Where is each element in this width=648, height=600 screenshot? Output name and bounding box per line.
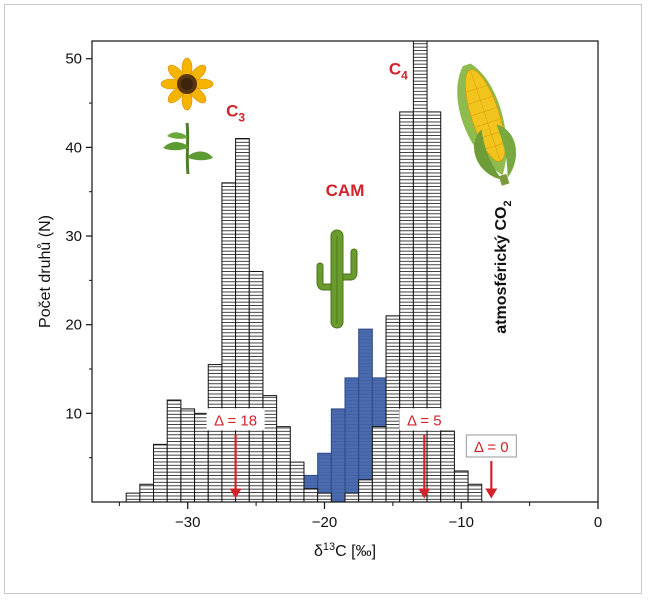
delta-label-box — [206, 408, 265, 431]
x-axis-label: δ13C [‰] — [314, 541, 376, 560]
histogram-bars — [125, 40, 483, 503]
x-tick-label: −10 — [449, 514, 474, 531]
bar-c3 — [125, 492, 141, 503]
bar-c3 — [235, 138, 250, 503]
bar-c3 — [276, 426, 291, 503]
bar-c3 — [221, 182, 237, 503]
bar-c4 — [453, 470, 469, 503]
delta-label: Δ = 5 — [407, 412, 442, 429]
x-tick-label: −20 — [312, 514, 337, 531]
y-tick-label: 10 — [65, 405, 82, 422]
bar-cam — [330, 408, 346, 503]
axes: −30 −20 −10 0 10 20 30 40 50 — [65, 40, 602, 531]
bar-c4 — [371, 426, 387, 503]
bar-c3 — [248, 271, 264, 503]
bar-c4 — [385, 315, 401, 503]
figure-frame — [4, 4, 642, 594]
bar-c3 — [262, 395, 278, 503]
cactus-icon — [316, 229, 358, 329]
y-tick-label: 20 — [65, 317, 82, 334]
bar-c3 — [153, 443, 168, 503]
plot-frame — [91, 40, 599, 503]
group-label-c4: C4 — [389, 60, 408, 83]
x-tick-label: 0 — [594, 514, 602, 531]
bar-c4 — [467, 483, 483, 503]
arrow-down-icon — [418, 488, 431, 499]
delta-label: Δ = 18 — [214, 412, 257, 429]
corn-icon — [457, 63, 516, 186]
bar-c4 — [426, 111, 442, 503]
y-tick-label: 40 — [65, 139, 82, 156]
x-tick-label: −30 — [175, 514, 200, 531]
group-label-cam: CAM — [326, 181, 365, 200]
bar-c3 — [194, 412, 209, 503]
bar-c3 — [289, 461, 305, 503]
bar-c4 — [412, 40, 428, 503]
arrow-down-icon — [485, 488, 498, 499]
chart-labels: δ13C [‰] Počet druhů (N) C3 CAM C4 atmosféric… — [36, 60, 517, 560]
bar-c4 — [440, 430, 455, 503]
y-tick-label: 50 — [65, 51, 82, 68]
bar-c3 — [139, 483, 155, 503]
delta-label-box — [399, 408, 450, 431]
bar-cam — [358, 328, 373, 503]
bar-c3 — [317, 492, 332, 503]
y-tick-label: 30 — [65, 228, 82, 245]
bar-c3 — [166, 399, 182, 503]
sunflower-icon — [160, 57, 214, 175]
bar-c4 — [399, 111, 414, 503]
bar-c4 — [344, 492, 360, 503]
bar-c4 — [358, 479, 373, 503]
arrow-down-icon — [229, 488, 242, 499]
y-axis-label: Počet druhů (N) — [36, 215, 54, 328]
group-label-c3: C3 — [226, 101, 245, 124]
bar-c3 — [180, 408, 196, 503]
bar-c3 — [303, 488, 319, 503]
delta-label: Δ = 0 — [474, 439, 509, 456]
bar-c3 — [207, 364, 223, 503]
delta-label-box — [465, 434, 517, 458]
bar-cam — [344, 377, 360, 503]
atmospheric-co2-label: atmosférický CO2 — [493, 200, 514, 333]
